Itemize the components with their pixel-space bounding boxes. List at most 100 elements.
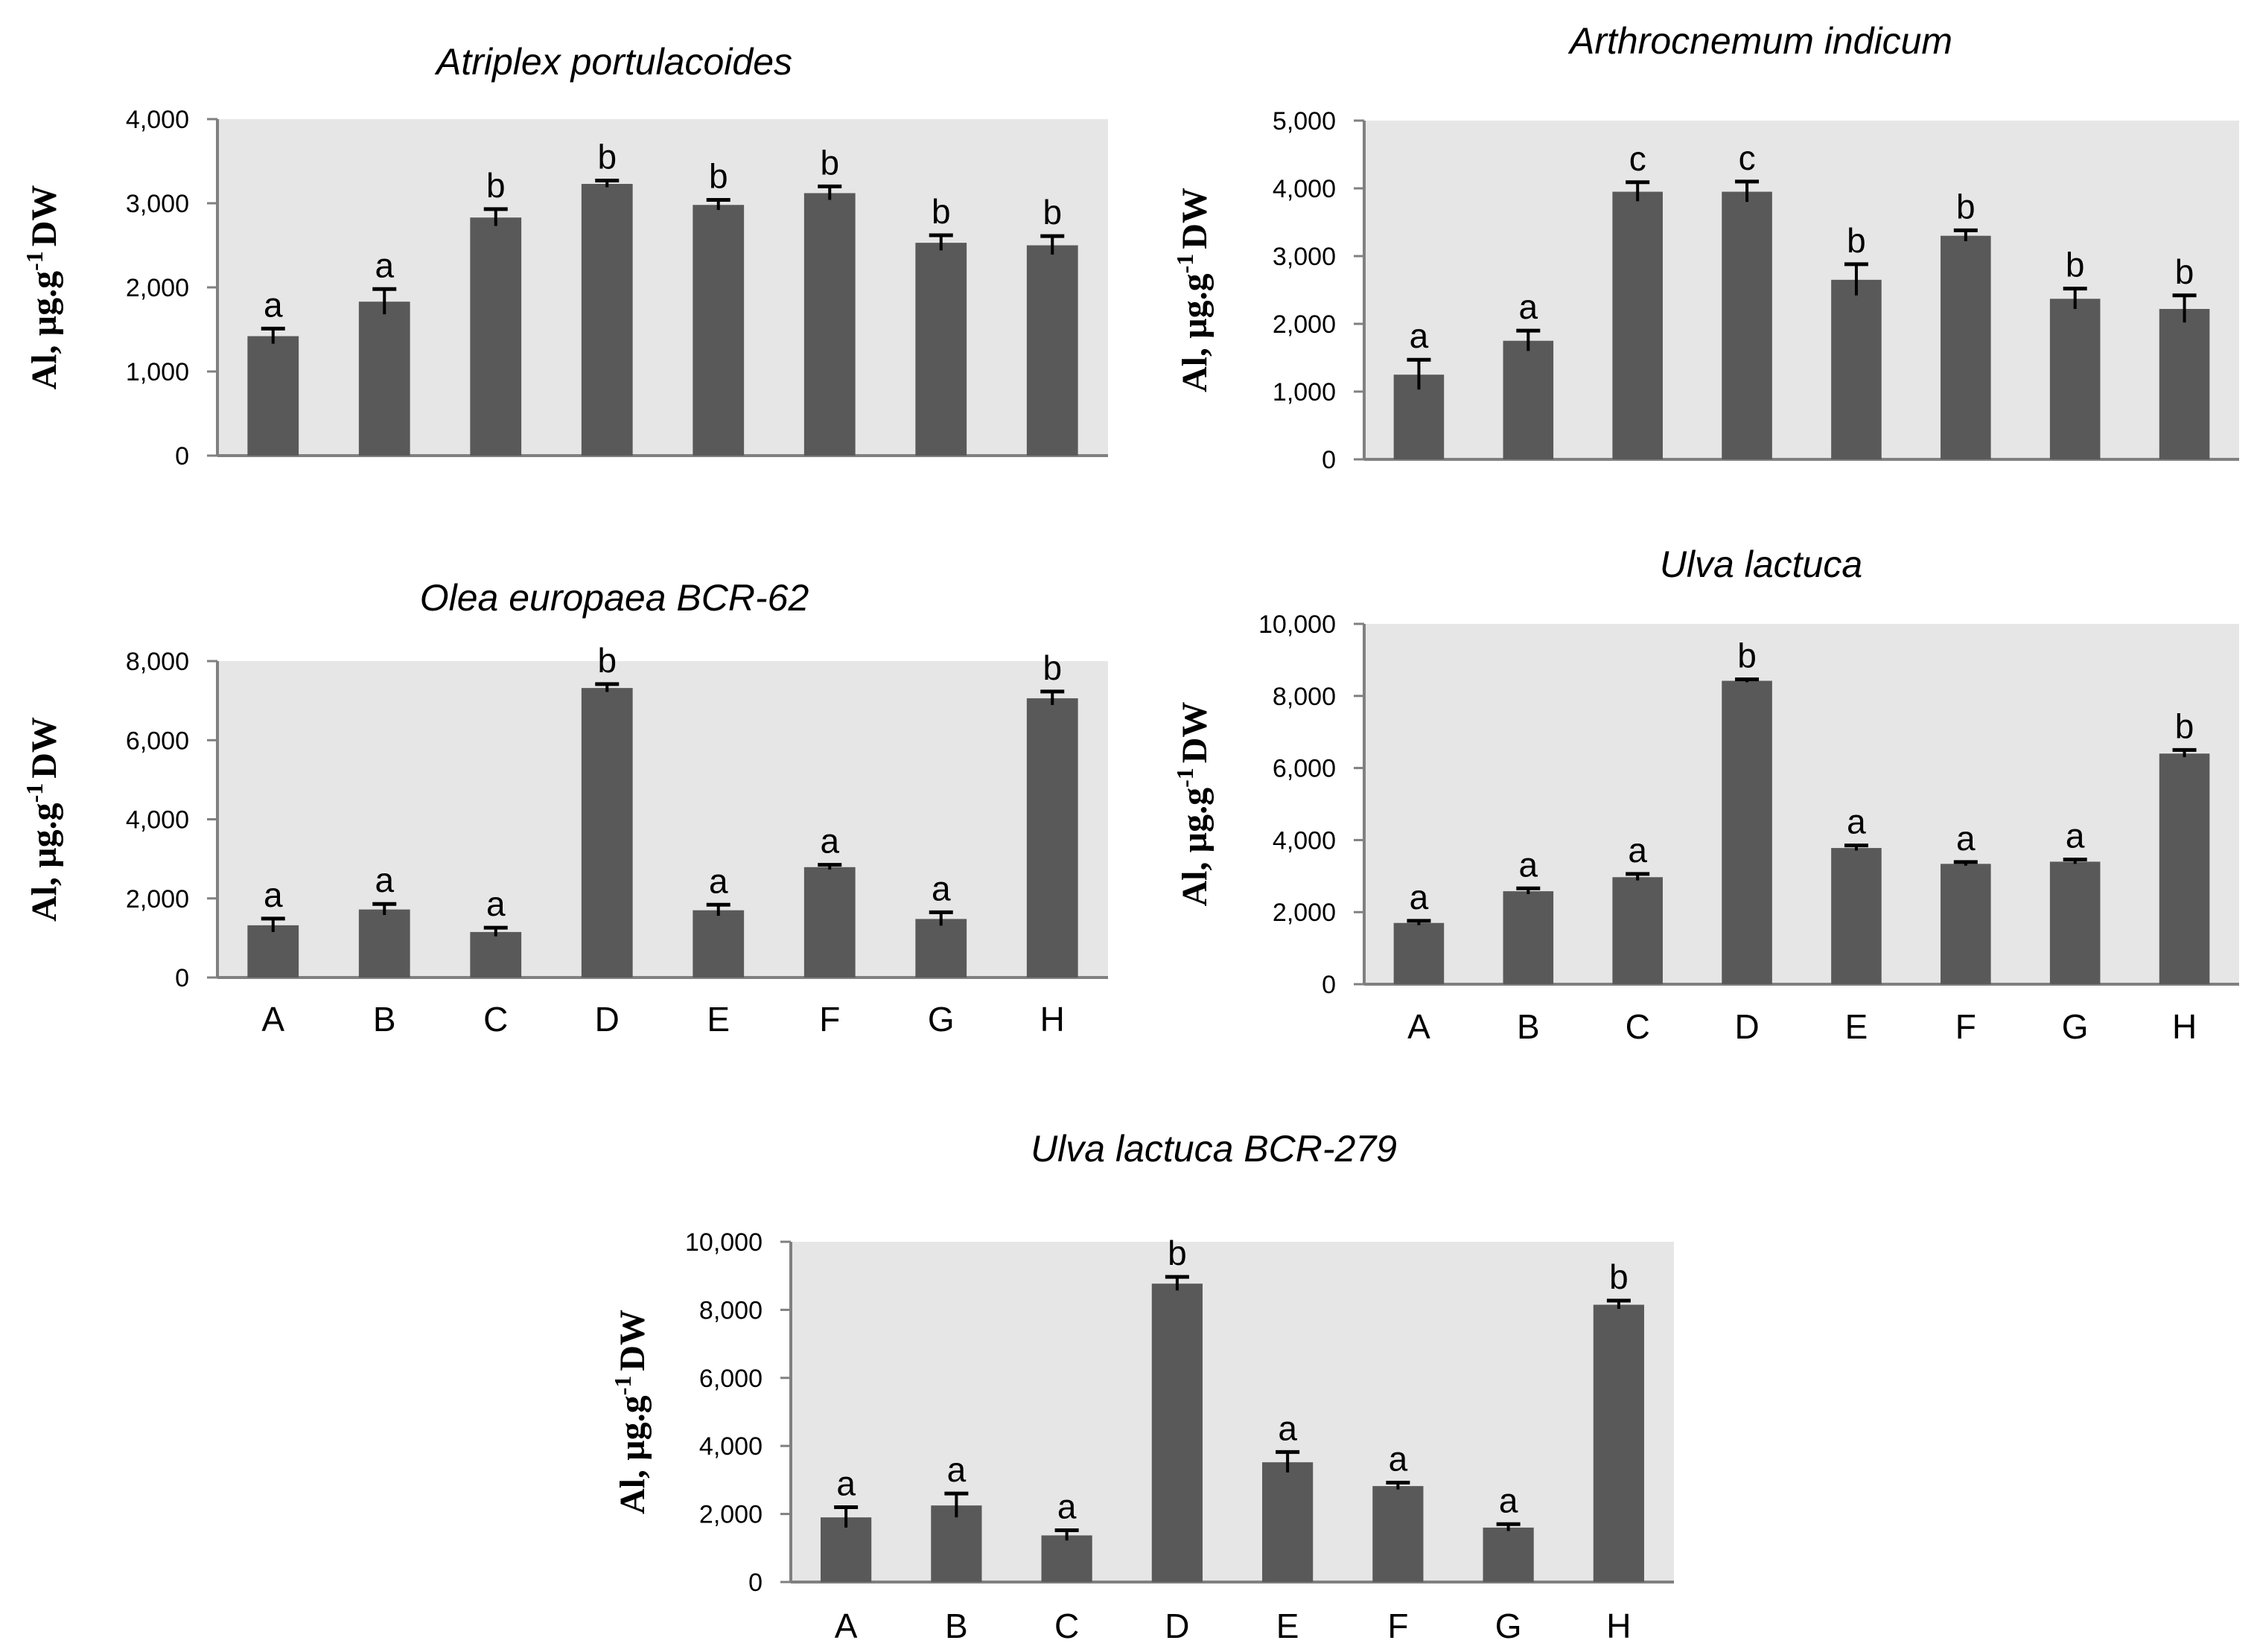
y-tick-label: 5,000 bbox=[1273, 107, 1336, 135]
x-tick-label: C bbox=[1054, 1607, 1079, 1645]
significance-letter: a bbox=[932, 869, 951, 908]
x-tick-label: H bbox=[2172, 1007, 2197, 1046]
plot-area bbox=[1364, 624, 2239, 984]
y-tick-label: 6,000 bbox=[1273, 755, 1336, 783]
x-tick-label: F bbox=[819, 1000, 840, 1039]
bar bbox=[915, 919, 967, 978]
chart-title: Atriplex portulacoides bbox=[434, 41, 792, 83]
y-tick-label: 4,000 bbox=[699, 1432, 763, 1461]
y-tick-label: 6,000 bbox=[126, 727, 189, 755]
plot-area bbox=[217, 661, 1108, 978]
x-tick-label: G bbox=[928, 1000, 955, 1039]
bar bbox=[915, 243, 967, 456]
bar bbox=[470, 217, 522, 456]
bar bbox=[1026, 245, 1078, 456]
significance-letter: a bbox=[1847, 803, 1866, 841]
x-tick-label: B bbox=[373, 1000, 396, 1039]
bar bbox=[470, 931, 522, 978]
y-tick-label: 2,000 bbox=[699, 1501, 763, 1529]
x-tick-label: A bbox=[261, 1000, 284, 1039]
chart-panel: 0 1,000 2,000 3,000 4,000 Atriplex portulacoi… bbox=[21, 41, 1108, 471]
x-tick-label: H bbox=[1040, 1000, 1065, 1039]
significance-letter: b bbox=[709, 156, 728, 195]
significance-letter: a bbox=[947, 1450, 967, 1489]
bar bbox=[1941, 235, 1991, 459]
significance-letter: a bbox=[375, 246, 394, 284]
y-axis-label: Al, µg.g-1DW bbox=[1171, 702, 1215, 907]
bar bbox=[581, 184, 633, 456]
chart-panel: 0 1,000 2,000 3,000 4,000 5,000 Arthrocnemum i… bbox=[1171, 20, 2239, 474]
x-tick-label: F bbox=[1955, 1007, 1976, 1046]
bar bbox=[803, 193, 856, 456]
significance-letter: b bbox=[932, 192, 951, 231]
significance-letter: a bbox=[1499, 1481, 1518, 1519]
y-tick-label: 8,000 bbox=[699, 1296, 763, 1324]
significance-letter: b bbox=[2066, 246, 2085, 284]
significance-letter: a bbox=[264, 876, 283, 914]
significance-letter: a bbox=[2066, 817, 2085, 855]
x-tick-label: C bbox=[1626, 1007, 1650, 1046]
bar bbox=[693, 205, 745, 456]
y-axis-label: Al, µg.g-1DW bbox=[609, 1310, 652, 1514]
y-tick-label: 3,000 bbox=[126, 190, 189, 218]
significance-letter: a bbox=[1278, 1409, 1297, 1447]
x-tick-label: D bbox=[1165, 1607, 1189, 1645]
plot-area bbox=[791, 1242, 1674, 1582]
significance-letter: a bbox=[1410, 316, 1429, 355]
significance-letter: a bbox=[709, 861, 728, 900]
x-tick-label: A bbox=[1407, 1007, 1430, 1046]
bar bbox=[803, 867, 856, 978]
x-tick-label: B bbox=[945, 1607, 968, 1645]
significance-letter: b bbox=[597, 137, 617, 176]
x-tick-label: C bbox=[483, 1000, 508, 1039]
bar bbox=[358, 909, 410, 978]
bar bbox=[1612, 191, 1663, 459]
y-tick-label: 0 bbox=[1322, 971, 1336, 999]
x-tick-label: G bbox=[2062, 1007, 2089, 1046]
x-tick-label: E bbox=[707, 1000, 730, 1039]
x-tick-label: F bbox=[1387, 1607, 1408, 1645]
y-tick-label: 2,000 bbox=[126, 274, 189, 302]
significance-letter: c bbox=[1739, 138, 1756, 177]
bar bbox=[247, 336, 299, 456]
bar bbox=[1831, 848, 1882, 984]
significance-letter: b bbox=[1042, 648, 1062, 687]
x-tick-label: D bbox=[1734, 1007, 1759, 1046]
significance-letter: b bbox=[1956, 187, 1976, 226]
y-tick-label: 2,000 bbox=[126, 885, 189, 913]
y-tick-label: 2,000 bbox=[1273, 310, 1336, 339]
y-tick-label: 6,000 bbox=[699, 1365, 763, 1393]
y-tick-label: 4,000 bbox=[1273, 826, 1336, 855]
significance-letter: a bbox=[1519, 287, 1538, 326]
x-tick-label: A bbox=[835, 1607, 858, 1645]
y-tick-label: 4,000 bbox=[1273, 175, 1336, 203]
y-axis-label: Al, µg.g-1DW bbox=[21, 717, 64, 922]
bar bbox=[2049, 299, 2101, 459]
chart-title: Olea europaea BCR-62 bbox=[420, 577, 809, 619]
significance-letter: b bbox=[2175, 707, 2194, 745]
y-axis-label: Al, µg.g-1DW bbox=[1171, 188, 1215, 392]
bar bbox=[1393, 922, 1445, 984]
bar bbox=[821, 1517, 872, 1582]
chart-title: Ulva lactuca bbox=[1660, 543, 1862, 585]
bar bbox=[1593, 1304, 1644, 1582]
chart-panel: 0 2,000 4,000 6,000 8,000 Olea europaea BCR-6… bbox=[21, 577, 1108, 1039]
significance-letter: a bbox=[1389, 1440, 1408, 1479]
y-tick-label: 1,000 bbox=[126, 358, 189, 386]
y-tick-label: 8,000 bbox=[126, 648, 189, 676]
significance-letter: b bbox=[1168, 1234, 1187, 1272]
y-axis-label: Al, µg.g-1DW bbox=[21, 185, 64, 390]
x-tick-label: E bbox=[1845, 1007, 1868, 1046]
y-tick-label: 10,000 bbox=[685, 1228, 763, 1257]
significance-letter: c bbox=[1629, 139, 1646, 178]
significance-letter: a bbox=[1628, 831, 1647, 870]
bar bbox=[1503, 891, 1554, 984]
bar bbox=[1722, 191, 1772, 459]
chart-title: Ulva lactuca BCR-279 bbox=[1031, 1128, 1397, 1170]
significance-letter: a bbox=[375, 861, 394, 899]
bar bbox=[1941, 864, 1991, 984]
plot-area bbox=[1364, 121, 2239, 459]
chart-title: Arthrocnemum indicum bbox=[1567, 20, 1952, 62]
x-tick-label: B bbox=[1517, 1007, 1540, 1046]
significance-letter: b bbox=[1042, 193, 1062, 232]
